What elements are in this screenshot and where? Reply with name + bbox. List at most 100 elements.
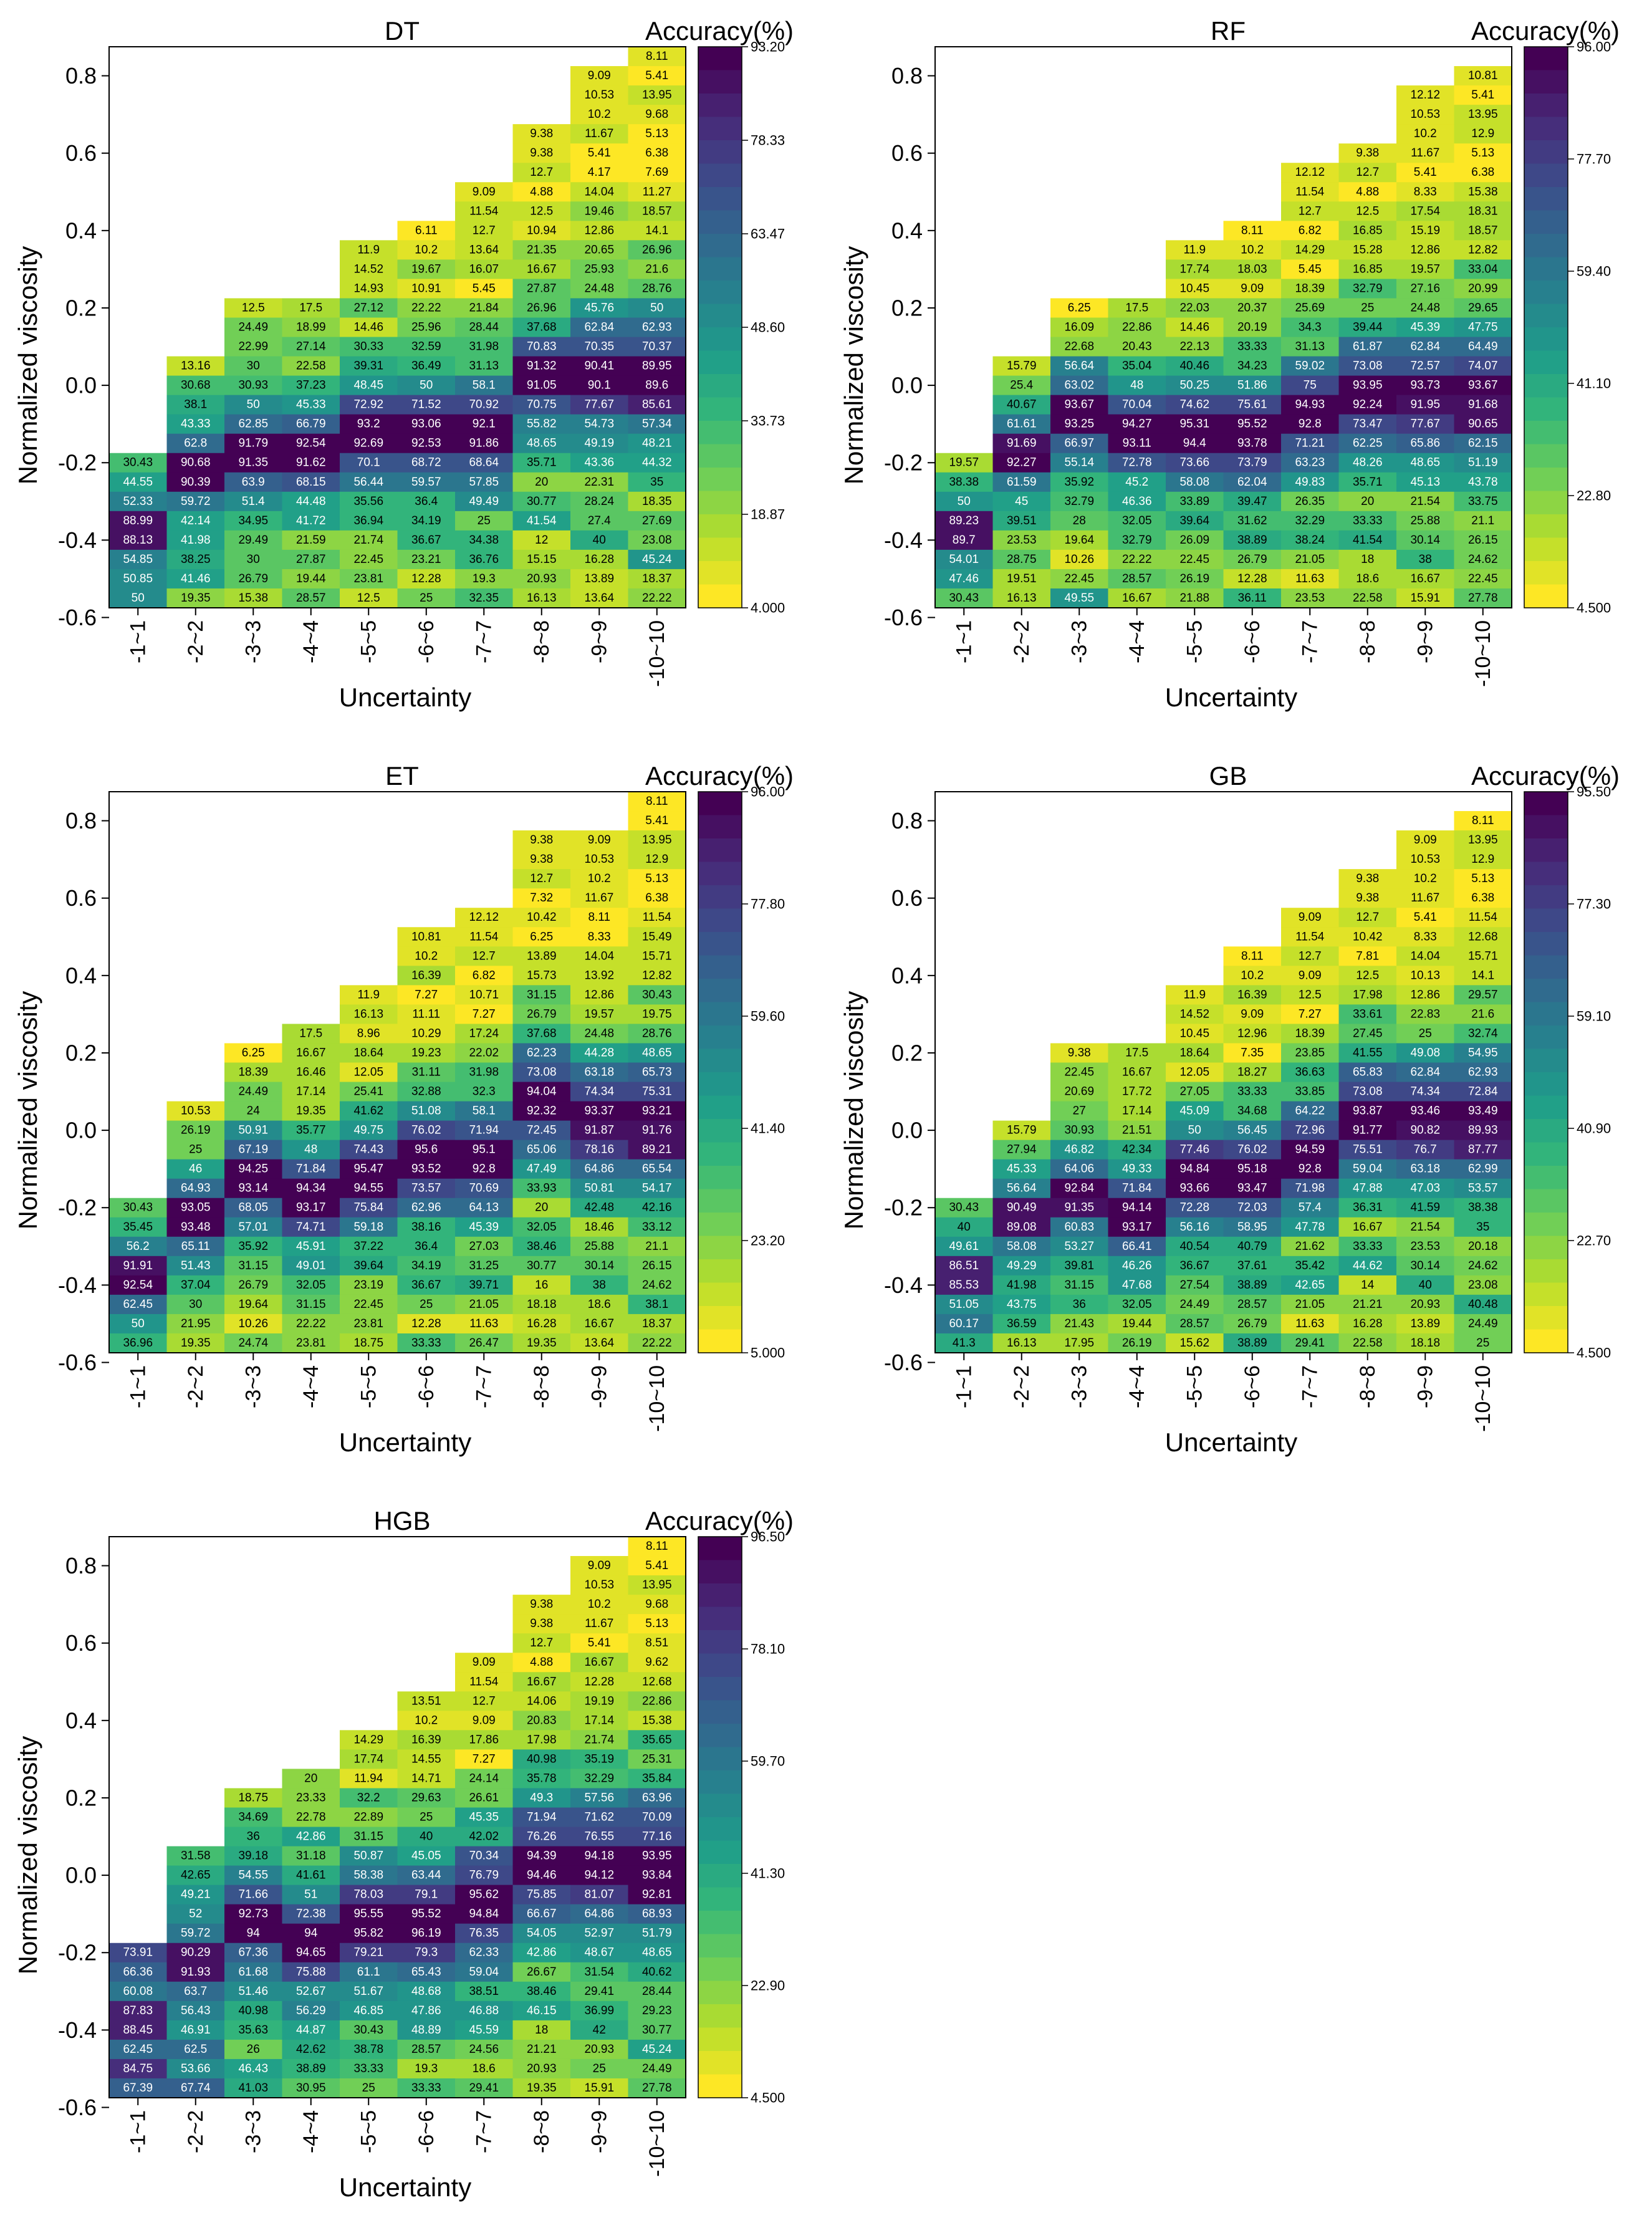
cell-value-label: 58.38 [353,1869,383,1882]
colorbar-band [698,862,742,886]
cell-value-label: 29.65 [1468,301,1498,314]
cell-value-label: 22.86 [1122,321,1152,334]
cell-value-label: 91.05 [527,379,557,392]
cell-value-label: 18.57 [1468,224,1498,237]
cell-value-label: 41.46 [181,572,211,585]
cell-value-label: 18.27 [1237,1066,1267,1079]
cell-value-label: 62.99 [1468,1163,1498,1176]
y-tick-label: 0.0 [65,373,97,398]
cell-value-label: 30.43 [353,2024,383,2037]
cell-value-label: 15.79 [1007,360,1037,373]
cell-value-label: 16.28 [584,553,614,566]
cell-value-label: 12.5 [1299,988,1322,1001]
cell-value-label: 16.67 [527,262,557,276]
cell-value-label: 34.68 [1237,1105,1267,1118]
cell-value-label: 10.53 [1410,108,1440,121]
x-tick-label: -4~4 [299,2110,323,2153]
cell-value-label: 41.98 [1007,1279,1037,1292]
cell-value-label: 93.84 [642,1869,672,1882]
cell-value-label: 12.7 [473,1694,496,1707]
cell-value-label: 16.46 [296,1066,326,1079]
cell-value-label: 10.2 [1241,243,1264,256]
cell-value-label: 5.45 [473,282,496,295]
colorbar-band [1524,398,1568,421]
x-tick-label: -5~5 [357,1365,380,1408]
cell-value-label: 73.66 [1179,456,1209,469]
cell-value-label: 70.35 [584,340,614,353]
colorbar-band [1524,885,1568,909]
cell-value-label: 14.04 [584,949,614,963]
cell-value-label: 10.45 [1179,282,1209,295]
colorbar-tick-label: 59.10 [1577,1009,1611,1024]
cell-value-label: 22.58 [1353,1337,1383,1350]
cell-value-label: 8.96 [357,1027,380,1040]
colorbar-tick-label: 78.33 [751,133,785,148]
colorbar-band [1524,281,1568,304]
cell-value-label: 25 [420,1298,433,1311]
heatmap-panel-dt: 30.43 44.55 52.33 88.99 88.13 54.85 50.85 50 13.… [0,0,826,748]
x-tick-label: -7~7 [472,1365,496,1408]
cell-value-label: 59.02 [1295,360,1325,373]
colorbar-tick-label: 22.70 [1577,1233,1611,1249]
x-tick-label: -2~2 [1010,620,1034,663]
cell-value-label: 18.99 [296,321,326,334]
cell-value-label: 26.19 [181,1124,211,1137]
colorbar-tick-label: 18.87 [751,507,785,522]
cell-value-label: 92.8 [1299,1163,1322,1176]
cell-value-label: 23.33 [296,1791,326,1804]
y-tick-label: 0.8 [65,1553,97,1578]
panel-title: GB [1166,761,1290,791]
cell-value-label: 7.27 [1299,1007,1322,1021]
cell-value-label: 9.38 [530,146,553,160]
x-tick-label: -10~10 [645,620,669,687]
cell-value-label: 12.5 [1356,204,1379,218]
colorbar-band [698,885,742,909]
cell-value-label: 33.33 [1353,514,1383,527]
colorbar-band [698,304,742,328]
cell-value-label: 81.07 [584,1888,614,1901]
colorbar-band [1524,862,1568,886]
cell-value-label: 42.86 [527,1946,557,1959]
cell-value-label: 94.4 [1183,437,1206,450]
cell-value-label: 73.79 [1237,456,1267,469]
cell-value-label: 63.96 [642,1791,672,1804]
cell-value-label: 45.24 [642,2043,672,2056]
colorbar-band [698,1677,742,1701]
cell-value-label: 62.93 [1468,1066,1498,1079]
cell-value-label: 37.61 [1237,1259,1267,1272]
cell-value-label: 46.88 [469,2004,499,2017]
cell-value-label: 42.14 [181,514,211,527]
colorbar-band [1524,374,1568,398]
cell-value-label: 21.1 [1471,514,1494,527]
cell-value-label: 92.1 [473,418,496,431]
cell-value-label: 21.51 [1122,1124,1152,1137]
cell-value-label: 30.14 [584,1259,614,1272]
cell-value-label: 95.62 [469,1888,499,1901]
colorbar-band [698,1259,742,1283]
cell-value-label: 90.41 [584,360,614,373]
cell-value-label: 42.16 [642,1201,672,1214]
cell-value-label: 47.49 [527,1163,557,1176]
cell-value-label: 9.09 [588,1559,611,1572]
cell-value-label: 5.13 [1471,146,1494,160]
cell-value-label: 47.46 [949,572,979,585]
colorbar-band [1524,444,1568,468]
x-tick-label: -2~2 [1010,1365,1034,1408]
cell-value-label: 18.75 [353,1337,383,1350]
cell-value-label: 25.41 [353,1085,383,1098]
colorbar-band [698,1306,742,1330]
cell-value-label: 28.75 [1007,553,1037,566]
cell-value-label: 27.94 [1007,1143,1037,1156]
cell-value-label: 70.69 [469,1182,499,1195]
x-tick-label: -4~4 [299,1365,323,1408]
cell-value-label: 68.64 [469,456,499,469]
cell-value-label: 32.79 [1064,495,1094,508]
cell-value-label: 31.13 [469,360,499,373]
cell-value-label: 26.96 [527,301,557,314]
cell-value-label: 12.86 [584,224,614,237]
colorbar-band [1524,956,1568,979]
cell-value-label: 11.27 [643,185,671,198]
colorbar-band [1524,792,1568,815]
cell-value-label: 70.04 [1122,398,1152,411]
cell-value-label: 94.27 [1122,418,1152,431]
